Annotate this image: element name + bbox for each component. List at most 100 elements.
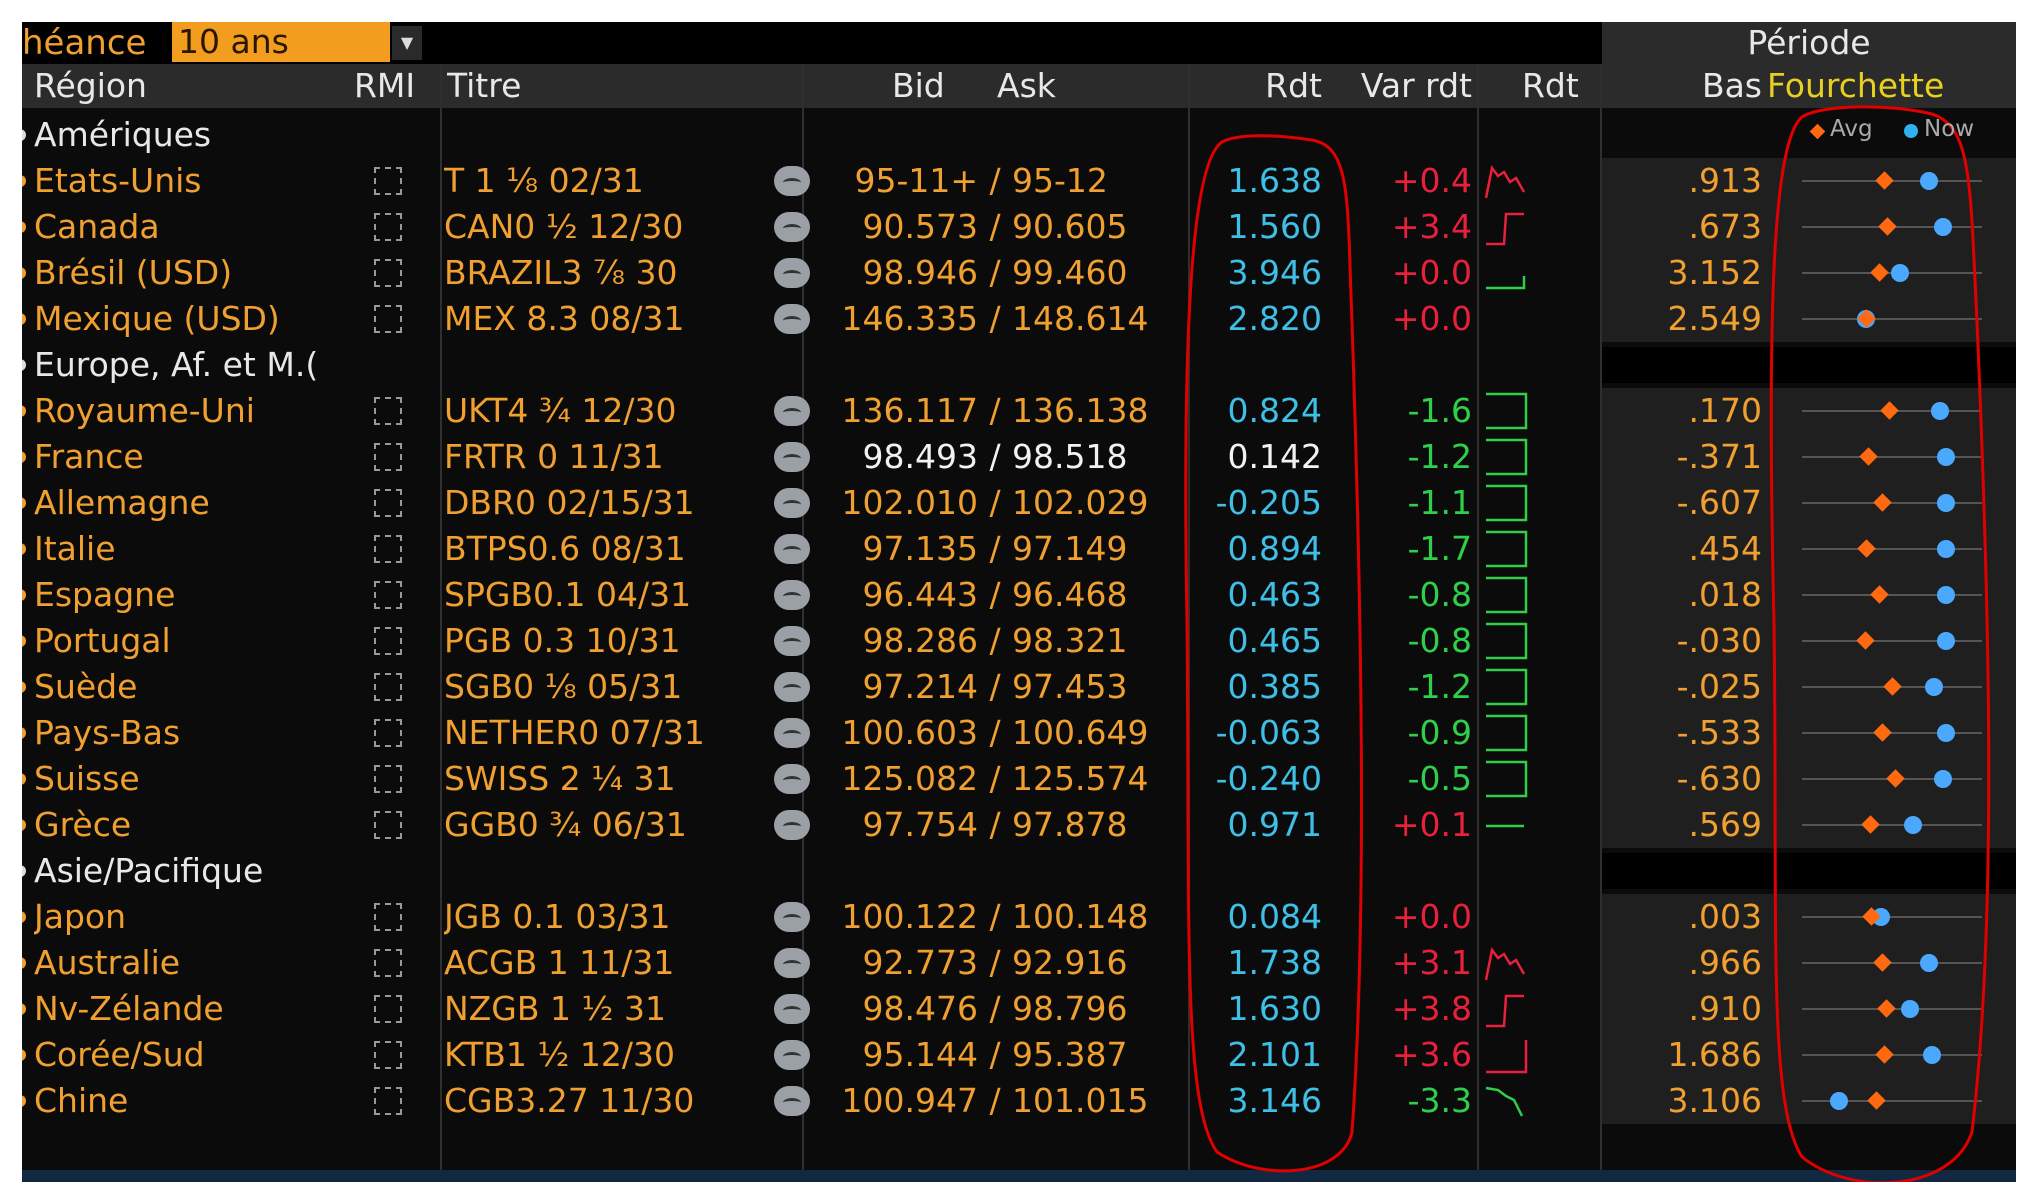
bond-title[interactable]: BRAZIL3 ⅞ 30 xyxy=(444,253,678,292)
chart-icon[interactable] xyxy=(774,994,810,1024)
rmi-checkbox[interactable] xyxy=(374,167,402,195)
region-name[interactable]: Etats-Unis xyxy=(34,161,202,200)
table-row[interactable]: France FRTR 0 11/31 98.493 / 98.518 0.142 -1.2… xyxy=(22,434,2016,480)
region-name[interactable]: Royaume-Uni xyxy=(34,391,255,430)
rmi-checkbox[interactable] xyxy=(374,1087,402,1115)
bond-title[interactable]: DBR0 02/15/31 xyxy=(444,483,695,522)
rmi-checkbox[interactable] xyxy=(374,443,402,471)
chart-icon[interactable] xyxy=(774,1040,810,1070)
bond-title[interactable]: MEX 8.3 08/31 xyxy=(444,299,685,338)
rmi-checkbox[interactable] xyxy=(374,765,402,793)
chart-icon[interactable] xyxy=(774,626,810,656)
col-region[interactable]: Région xyxy=(34,66,147,105)
dropdown-arrow-icon[interactable]: ▼ xyxy=(392,26,422,60)
bond-title[interactable]: JGB 0.1 03/31 xyxy=(444,897,671,936)
col-var-rdt[interactable]: Var rdt xyxy=(1360,66,1472,105)
bond-title[interactable]: CAN0 ½ 12/30 xyxy=(444,207,684,246)
region-name[interactable]: Nv-Zélande xyxy=(34,989,224,1028)
rmi-checkbox[interactable] xyxy=(374,259,402,287)
table-row[interactable]: Allemagne DBR0 02/15/31 102.010 / 102.029 -0.… xyxy=(22,480,2016,526)
chart-icon[interactable] xyxy=(774,764,810,794)
rmi-checkbox[interactable] xyxy=(374,1041,402,1069)
table-row[interactable]: Etats-Unis T 1 ⅛ 02/31 95-11+ / 95-12 1.638 +0… xyxy=(22,158,2016,204)
table-row[interactable]: Italie BTPS0.6 08/31 97.135 / 97.149 0.894 -1.… xyxy=(22,526,2016,572)
bond-title[interactable]: T 1 ⅛ 02/31 xyxy=(444,161,644,200)
col-fourchette[interactable]: Fourchette xyxy=(1767,66,1945,105)
table-row[interactable]: Corée/Sud KTB1 ½ 12/30 95.144 / 95.387 2.101 +… xyxy=(22,1032,2016,1078)
bond-title[interactable]: UKT4 ¾ 12/30 xyxy=(444,391,677,430)
region-name[interactable]: Grèce xyxy=(34,805,132,844)
col-bid[interactable]: Bid xyxy=(892,66,945,105)
rmi-checkbox[interactable] xyxy=(374,995,402,1023)
rmi-checkbox[interactable] xyxy=(374,673,402,701)
chart-icon[interactable] xyxy=(774,672,810,702)
group-label[interactable]: Asie/Pacifique xyxy=(34,851,264,890)
chart-icon[interactable] xyxy=(774,948,810,978)
chart-icon[interactable] xyxy=(774,534,810,564)
bond-title[interactable]: PGB 0.3 10/31 xyxy=(444,621,681,660)
group-label[interactable]: Europe, Af. et M.( xyxy=(34,345,319,384)
bond-title[interactable]: NZGB 1 ½ 31 xyxy=(444,989,666,1028)
chart-icon[interactable] xyxy=(774,212,810,242)
bond-title[interactable]: SGB0 ⅛ 05/31 xyxy=(444,667,683,706)
bond-title[interactable]: SWISS 2 ¼ 31 xyxy=(444,759,676,798)
chart-icon[interactable] xyxy=(774,166,810,196)
echeance-dropdown[interactable]: 10 ans xyxy=(172,22,390,62)
bond-title[interactable]: FRTR 0 11/31 xyxy=(444,437,664,476)
table-row[interactable]: Suède SGB0 ⅛ 05/31 97.214 / 97.453 0.385 -1.2 -… xyxy=(22,664,2016,710)
col-bas[interactable]: Bas xyxy=(1701,66,1762,105)
rmi-checkbox[interactable] xyxy=(374,719,402,747)
rmi-checkbox[interactable] xyxy=(374,627,402,655)
region-name[interactable]: Australie xyxy=(34,943,181,982)
table-row[interactable]: Suisse SWISS 2 ¼ 31 125.082 / 125.574 -0.240 -… xyxy=(22,756,2016,802)
region-name[interactable]: Portugal xyxy=(34,621,171,660)
col-rdt-chart[interactable]: Rdt xyxy=(1522,66,1579,105)
region-name[interactable]: Pays-Bas xyxy=(34,713,181,752)
region-name[interactable]: France xyxy=(34,437,144,476)
bond-title[interactable]: NETHER0 07/31 xyxy=(444,713,705,752)
bond-title[interactable]: GGB0 ¾ 06/31 xyxy=(444,805,687,844)
chart-icon[interactable] xyxy=(774,396,810,426)
region-name[interactable]: Brésil (USD) xyxy=(34,253,233,292)
table-row[interactable]: Espagne SPGB0.1 04/31 96.443 / 96.468 0.463 -0… xyxy=(22,572,2016,618)
table-row[interactable]: Canada CAN0 ½ 12/30 90.573 / 90.605 1.560 +3.4… xyxy=(22,204,2016,250)
bond-title[interactable]: SPGB0.1 04/31 xyxy=(444,575,692,614)
bond-title[interactable]: KTB1 ½ 12/30 xyxy=(444,1035,675,1074)
region-name[interactable]: Allemagne xyxy=(34,483,210,522)
region-name[interactable]: Japon xyxy=(34,897,127,936)
rmi-checkbox[interactable] xyxy=(374,397,402,425)
rmi-checkbox[interactable] xyxy=(374,949,402,977)
table-row[interactable]: Grèce GGB0 ¾ 06/31 97.754 / 97.878 0.971 +0.1.… xyxy=(22,802,2016,848)
region-name[interactable]: Suède xyxy=(34,667,138,706)
chart-icon[interactable] xyxy=(774,1086,810,1116)
chart-icon[interactable] xyxy=(774,442,810,472)
region-name[interactable]: Suisse xyxy=(34,759,140,798)
chart-icon[interactable] xyxy=(774,488,810,518)
table-row[interactable]: Chine CGB3.27 11/30 100.947 / 101.015 3.146 -3… xyxy=(22,1078,2016,1124)
bond-title[interactable]: CGB3.27 11/30 xyxy=(444,1081,695,1120)
rmi-checkbox[interactable] xyxy=(374,903,402,931)
chart-icon[interactable] xyxy=(774,718,810,748)
rmi-checkbox[interactable] xyxy=(374,581,402,609)
col-ask[interactable]: Ask xyxy=(997,66,1056,105)
table-row[interactable]: Australie ACGB 1 11/31 92.773 / 92.916 1.738 +… xyxy=(22,940,2016,986)
chart-icon[interactable] xyxy=(774,580,810,610)
table-row[interactable]: Japon JGB 0.1 03/31 100.122 / 100.148 0.084 +0… xyxy=(22,894,2016,940)
col-titre[interactable]: Titre xyxy=(447,66,522,105)
region-name[interactable]: Canada xyxy=(34,207,160,246)
bond-title[interactable]: ACGB 1 11/31 xyxy=(444,943,675,982)
chart-icon[interactable] xyxy=(774,902,810,932)
table-row[interactable]: Pays-Bas NETHER0 07/31 100.603 / 100.649 -0.0… xyxy=(22,710,2016,756)
rmi-checkbox[interactable] xyxy=(374,213,402,241)
group-label[interactable]: Amériques xyxy=(34,115,212,154)
table-row[interactable]: Portugal PGB 0.3 10/31 98.286 / 98.321 0.465 -… xyxy=(22,618,2016,664)
table-row[interactable]: Nv-Zélande NZGB 1 ½ 31 98.476 / 98.796 1.630 +… xyxy=(22,986,2016,1032)
bond-title[interactable]: BTPS0.6 08/31 xyxy=(444,529,686,568)
rmi-checkbox[interactable] xyxy=(374,811,402,839)
rmi-checkbox[interactable] xyxy=(374,489,402,517)
region-name[interactable]: Italie xyxy=(34,529,116,568)
region-name[interactable]: Corée/Sud xyxy=(34,1035,205,1074)
table-row[interactable]: Brésil (USD) BRAZIL3 ⅞ 30 98.946 / 99.460 3.9… xyxy=(22,250,2016,296)
chart-icon[interactable] xyxy=(774,258,810,288)
region-name[interactable]: Mexique (USD) xyxy=(34,299,280,338)
